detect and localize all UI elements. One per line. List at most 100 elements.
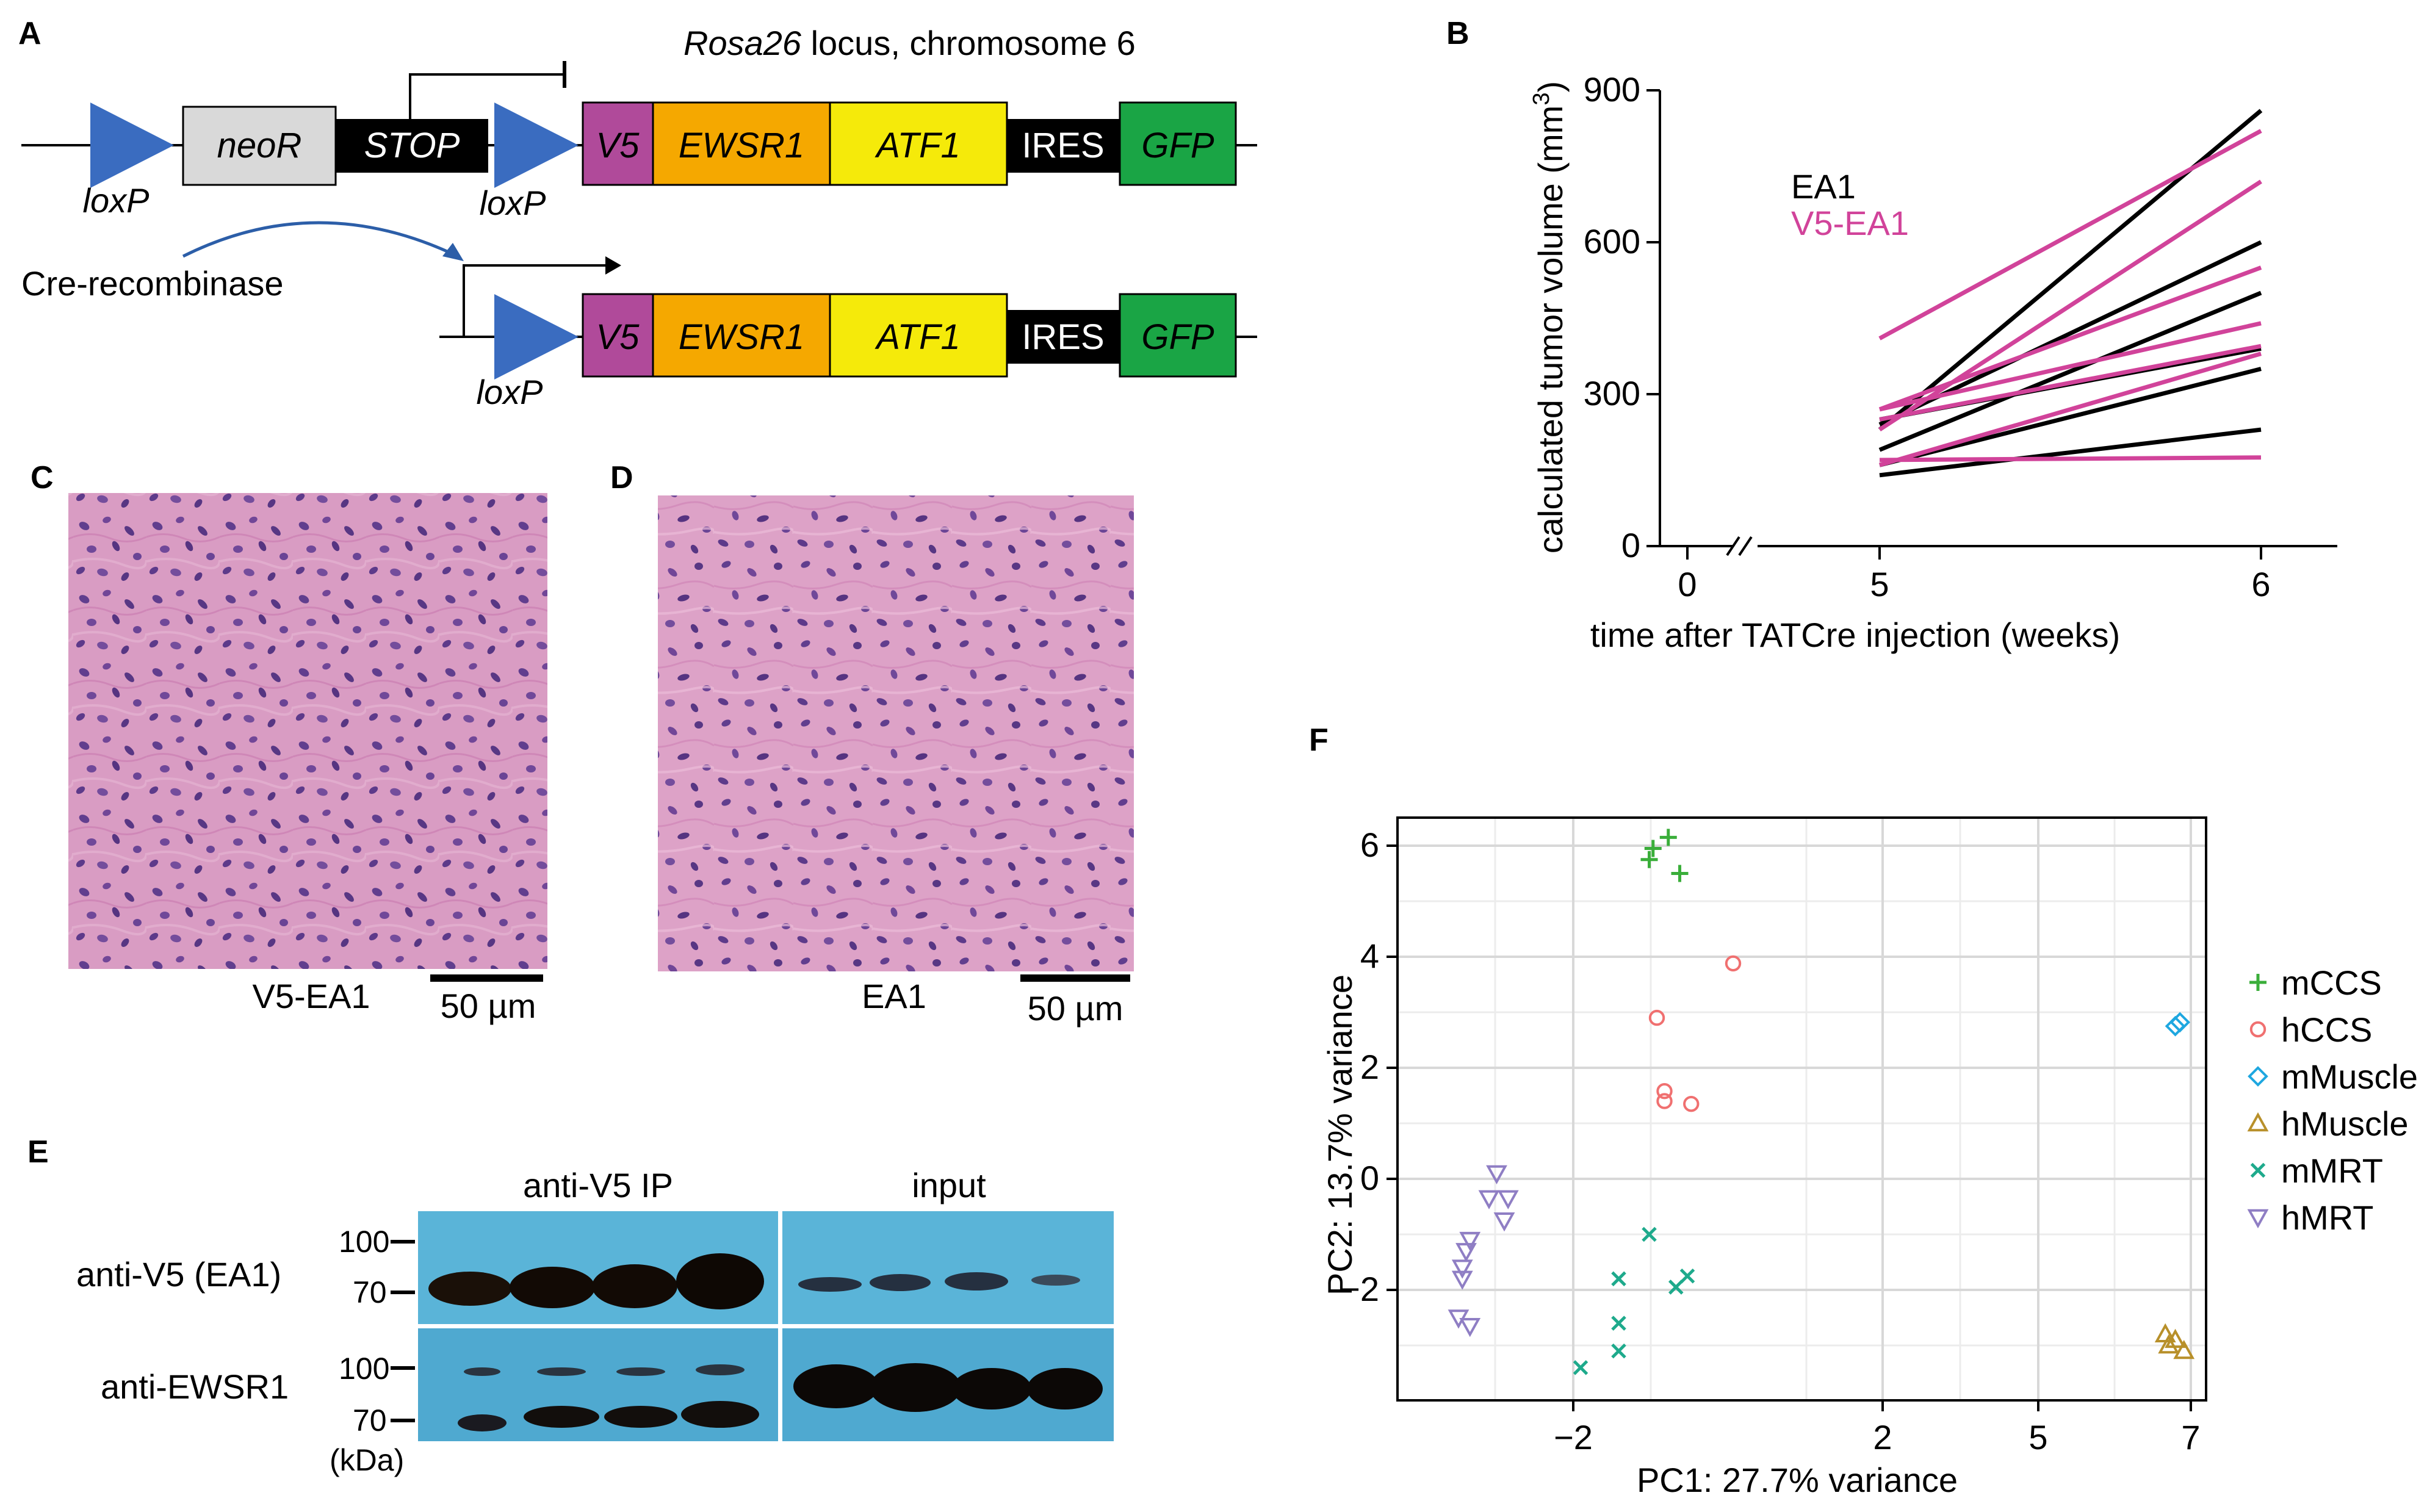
ip-label: anti-V5 IP: [523, 1166, 673, 1204]
axis-break-mark: [1726, 536, 1740, 556]
legend-marker-mmuscle: [2248, 1066, 2268, 1087]
point-hmrt: [1493, 1212, 1515, 1232]
point-mmrt: [1611, 1343, 1626, 1359]
row2-label: anti-EWSR1: [101, 1367, 289, 1406]
point-hccs: [1725, 955, 1742, 972]
active-promoter: [463, 264, 610, 337]
panel-label-a: A: [18, 16, 41, 51]
band: [604, 1406, 677, 1428]
y-tick-label: 0: [1360, 1159, 1379, 1197]
point-hmrt: [1497, 1190, 1519, 1209]
series-line-ea1: [1879, 367, 2262, 467]
caption-c: V5-EA1: [253, 977, 370, 1015]
neor-label: neoR: [217, 126, 302, 165]
point-hmrt: [1451, 1270, 1473, 1290]
legend-marker-hmrt: [2247, 1209, 2269, 1229]
v5-label-bottom: V5: [596, 317, 640, 357]
v5-box-top: [582, 101, 654, 186]
point-hmuscle: [2173, 1339, 2195, 1359]
point-hmrt: [1486, 1165, 1507, 1185]
chart-f-grid: −2 2 5 7 6 4 2 0 −2: [1340, 816, 2207, 1456]
ires-label-top: IRES: [1022, 126, 1104, 165]
loxp-label-3: loxP: [477, 373, 543, 411]
y-tick-label: −2: [1340, 1270, 1379, 1308]
band: [524, 1406, 599, 1428]
band: [510, 1267, 595, 1308]
gfp-box-bottom: [1119, 293, 1237, 378]
point-mccs: [1671, 865, 1689, 882]
chart-f-x-axis-label: PC1: 27.7% variance: [1637, 1461, 1958, 1499]
point-mmrt: [1642, 1226, 1657, 1242]
band: [945, 1272, 1008, 1291]
point-hmrt: [1459, 1317, 1481, 1337]
band: [592, 1264, 677, 1308]
ewsr1-label-bottom: EWSR1: [679, 317, 804, 357]
input-label: input: [912, 1166, 986, 1204]
panel-label-f: F: [1309, 722, 1329, 758]
band: [458, 1414, 507, 1431]
gfp-label-top: GFP: [1141, 126, 1214, 165]
legend-label-mccs: mCCS: [2281, 963, 2382, 1002]
cre-arrow: [182, 221, 459, 258]
point-mmrt: [1611, 1271, 1626, 1287]
point-hccs: [1683, 1095, 1700, 1112]
cre-arrowhead: [442, 243, 464, 261]
gfp-label-bottom: GFP: [1141, 317, 1214, 357]
ewsr1-box-top: [652, 101, 831, 186]
y-tick-label: 6: [1360, 826, 1379, 864]
kda-label: (kDa): [330, 1443, 404, 1477]
legend-marker-mmrt: [2250, 1162, 2266, 1178]
loxp-triangle-2: [494, 103, 579, 188]
band: [952, 1368, 1031, 1409]
panel-e: E anti-V5 IP input anti-V5 (EA1) anti-EW…: [27, 1134, 1114, 1477]
series-line-v5-ea1: [1879, 351, 2262, 467]
histology-tint-c: [68, 493, 547, 969]
loxp-triangle-3: [494, 294, 579, 380]
chart-b-x-axis-label: time after TATCre injection (weeks): [1590, 616, 2120, 654]
panel-c: C V5-EA1 50 µm: [31, 460, 547, 1025]
atf1-label-bottom: ATF1: [875, 317, 961, 357]
point-mmrt: [1679, 1268, 1695, 1284]
legend-b-v5-ea1: V5-EA1: [1791, 204, 1909, 242]
legend-label-hccs: hCCS: [2281, 1010, 2372, 1049]
band: [616, 1367, 665, 1376]
band: [681, 1401, 759, 1428]
series-line-v5-ea1: [1879, 344, 2262, 422]
panel-d: D EA1 50 µm: [610, 460, 1134, 1028]
point-mmrt: [1668, 1280, 1684, 1295]
y-tick-label: 300: [1584, 374, 1640, 412]
point-mmrt: [1611, 1316, 1626, 1331]
series-line-v5-ea1: [1879, 321, 2262, 412]
x-tick-label: 5: [2029, 1418, 2047, 1456]
point-hmuscle: [2165, 1328, 2186, 1348]
scale-label-c: 50 µm: [441, 987, 536, 1025]
chart-f-points: [1448, 829, 2195, 1375]
caption-d: EA1: [862, 977, 926, 1015]
mw-100-bottom: 100: [339, 1352, 389, 1386]
panel-a: A Rosa26 locus, chromosome 6 loxP neoR S…: [18, 16, 1257, 411]
chart-b-lines: [1878, 109, 2263, 478]
construct-before-cre: loxP neoR STOP loxP V5 EWSR1 ATF1 IRES G…: [21, 61, 1257, 222]
atf1-box-top: [829, 101, 1008, 186]
chart-b-y-axis-label: calculated tumor volume (mm3): [1529, 81, 1570, 553]
loxp-label-2: loxP: [480, 184, 546, 222]
scale-bar-c: [430, 974, 543, 982]
band: [537, 1367, 586, 1376]
point-mmrt: [1573, 1360, 1589, 1375]
y-tick-label: 900: [1584, 70, 1640, 109]
band: [870, 1363, 961, 1412]
x-tick-label: 2: [1873, 1418, 1892, 1456]
legend-marker-hmuscle: [2247, 1112, 2269, 1132]
chart-f-y-axis-label: PC2: 13.7% variance: [1321, 974, 1359, 1295]
point-hmrt: [1459, 1231, 1481, 1251]
histology-image-c: [68, 493, 547, 969]
x-tick-label: 6: [2251, 565, 2270, 603]
point-hmrt: [1478, 1190, 1500, 1209]
ires-label-bottom: IRES: [1022, 317, 1104, 357]
band: [676, 1253, 764, 1309]
legend-label-hmuscle: hMuscle: [2281, 1104, 2409, 1143]
histology-image-d: [658, 495, 1134, 971]
x-tick-label: 7: [2181, 1418, 2200, 1456]
construct-after-cre: loxP V5 EWSR1 ATF1 IRES GFP: [439, 256, 1257, 411]
point-mmuscle: [2169, 1012, 2191, 1033]
